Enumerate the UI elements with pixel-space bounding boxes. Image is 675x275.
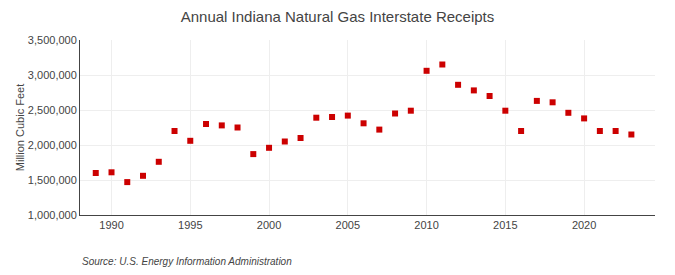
svg-text:2010: 2010: [414, 219, 438, 231]
svg-text:1,500,000: 1,500,000: [28, 174, 77, 186]
svg-text:1995: 1995: [178, 219, 202, 231]
svg-text:1990: 1990: [99, 219, 123, 231]
svg-text:Annual Indiana Natural Gas Int: Annual Indiana Natural Gas Interstate Re…: [181, 8, 495, 25]
svg-text:2,000,000: 2,000,000: [28, 139, 77, 151]
svg-text:3,000,000: 3,000,000: [28, 69, 77, 81]
svg-text:Million Cubic Feet: Million Cubic Feet: [14, 84, 26, 171]
svg-text:2020: 2020: [572, 219, 596, 231]
svg-text:2015: 2015: [493, 219, 517, 231]
svg-text:2,500,000: 2,500,000: [28, 104, 77, 116]
svg-text:Source: U.S. Energy Informatio: Source: U.S. Energy Information Administ…: [82, 256, 292, 267]
svg-text:3,500,000: 3,500,000: [28, 34, 77, 46]
svg-text:2000: 2000: [257, 219, 281, 231]
svg-text:1,000,000: 1,000,000: [28, 209, 77, 221]
svg-text:2005: 2005: [336, 219, 360, 231]
